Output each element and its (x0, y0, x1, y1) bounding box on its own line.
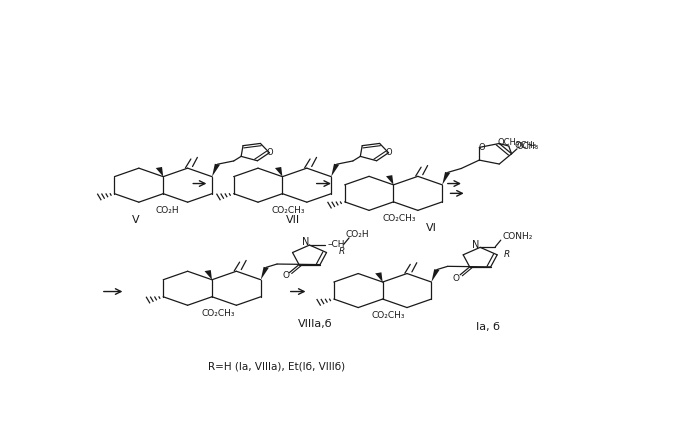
Text: O: O (478, 143, 484, 152)
Polygon shape (386, 175, 394, 185)
Text: VI: VI (426, 224, 437, 233)
Text: OCH₃: OCH₃ (517, 142, 538, 150)
Polygon shape (156, 167, 164, 177)
Polygon shape (331, 164, 339, 177)
Text: N: N (472, 240, 480, 250)
Text: VIIIa,б: VIIIa,б (298, 319, 332, 329)
Polygon shape (212, 164, 220, 177)
Polygon shape (442, 172, 450, 185)
Text: V: V (132, 215, 140, 225)
Text: O: O (282, 271, 289, 280)
Text: OCH₃: OCH₃ (514, 141, 536, 150)
Text: O: O (266, 148, 273, 157)
Text: VII: VII (286, 215, 301, 225)
Text: –CH: –CH (327, 240, 345, 249)
Polygon shape (431, 269, 440, 282)
Text: R: R (504, 250, 510, 259)
Text: CO₂H: CO₂H (345, 230, 369, 239)
Polygon shape (375, 272, 382, 282)
Text: CO₂CH₃: CO₂CH₃ (382, 214, 416, 223)
Text: O: O (453, 274, 460, 283)
Text: OCH₃: OCH₃ (498, 138, 520, 147)
Text: CO₂H: CO₂H (155, 206, 179, 215)
Text: Ia, б: Ia, б (476, 322, 500, 332)
Text: R=H (Ia, VIIIa), Et(Iб, VIIIб): R=H (Ia, VIIIa), Et(Iб, VIIIб) (208, 362, 345, 372)
Text: CONH₂: CONH₂ (503, 232, 533, 241)
Text: CO₂CH₃: CO₂CH₃ (372, 311, 405, 320)
Text: CO₂CH₃: CO₂CH₃ (271, 206, 305, 215)
Text: CO₂CH₃: CO₂CH₃ (201, 309, 235, 318)
Polygon shape (205, 270, 212, 280)
Text: O: O (385, 148, 392, 157)
Polygon shape (275, 167, 282, 177)
Text: N: N (301, 238, 309, 247)
Text: R: R (339, 247, 345, 256)
Polygon shape (261, 267, 269, 280)
